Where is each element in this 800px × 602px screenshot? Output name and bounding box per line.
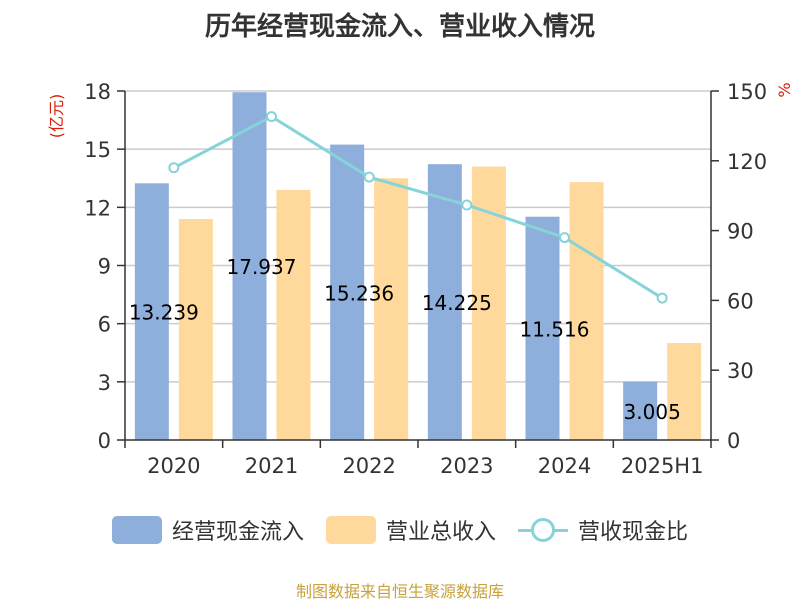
data-label-cash-inflow-2025H1: 3.005 bbox=[624, 400, 681, 424]
data-label-cash-inflow-2020: 13.239 bbox=[129, 301, 199, 325]
right-axis-unit: % bbox=[775, 82, 794, 97]
point-cash-ratio-2023 bbox=[461, 199, 473, 211]
x-tick-label-2021: 2021 bbox=[245, 454, 298, 478]
left-tick-label-0: 0 bbox=[98, 429, 111, 453]
legend-item-revenue[interactable]: 营业总收入 bbox=[325, 514, 496, 546]
x-tick-label-2024: 2024 bbox=[538, 454, 591, 478]
line-cash-ratio bbox=[173, 114, 663, 300]
right-tick-label-3: 90 bbox=[727, 220, 754, 244]
grid-lines bbox=[125, 90, 711, 383]
right-tick-label-2: 60 bbox=[727, 289, 754, 313]
data-label-cash-inflow-2022: 15.236 bbox=[324, 281, 394, 305]
point-cash-ratio-2020 bbox=[168, 162, 180, 174]
right-tick-label-4: 120 bbox=[727, 150, 767, 174]
x-tick-label-2022: 2022 bbox=[342, 454, 395, 478]
x-tick-label-2020: 2020 bbox=[147, 454, 200, 478]
bar-revenue-2020 bbox=[178, 218, 213, 440]
legend-item-cash-inflow[interactable]: 经营现金流入 bbox=[111, 514, 304, 546]
point-cash-ratio-2024 bbox=[559, 232, 570, 244]
legend-label-cash-inflow: 经营现金流入 bbox=[171, 520, 304, 545]
left-tick-label-6: 18 bbox=[84, 80, 111, 104]
right-tick-label-5: 150 bbox=[727, 80, 767, 104]
legend: 经营现金流入 营业总收入 营收现金比 bbox=[0, 514, 800, 546]
left-axis-unit: (亿元) bbox=[47, 94, 66, 139]
point-cash-ratio-2025H1 bbox=[656, 292, 668, 304]
x-tick-label-2025H1: 2025H1 bbox=[621, 454, 704, 478]
axes: 0 3 6 9 12 15 18 0 30 60 90 120 150 2020 2021 2022 2023 2… bbox=[47, 80, 794, 478]
point-cash-ratio-2022 bbox=[363, 171, 375, 183]
x-tick-label-2023: 2023 bbox=[440, 454, 493, 478]
legend-label-revenue: 营业总收入 bbox=[385, 520, 496, 545]
bar-cash-inflow-2024 bbox=[525, 216, 560, 440]
legend-label-cash-ratio: 营收现金比 bbox=[578, 520, 689, 545]
legend-swatch-revenue bbox=[325, 516, 376, 544]
left-tick-label-2: 6 bbox=[98, 313, 111, 337]
data-label-cash-inflow-2023: 14.225 bbox=[422, 291, 492, 315]
bar-cash-inflow-2025H1 bbox=[623, 381, 658, 440]
data-label-cash-inflow-2024: 11.516 bbox=[520, 317, 590, 341]
source-note: 制图数据来自恒生聚源数据库 bbox=[295, 582, 504, 601]
left-tick-label-5: 15 bbox=[84, 138, 111, 162]
point-cash-ratio-2021 bbox=[266, 111, 277, 123]
bar-revenue-2024 bbox=[569, 182, 604, 440]
data-labels: 13.239 17.937 15.236 14.225 11.516 3.005 bbox=[129, 255, 681, 424]
line-series bbox=[168, 111, 668, 304]
legend-line-marker-icon bbox=[518, 516, 568, 544]
left-tick-label-4: 12 bbox=[84, 196, 111, 220]
bar-cash-inflow-2022 bbox=[330, 144, 365, 440]
bar-revenue-2025H1 bbox=[667, 343, 702, 440]
bar-revenue-2021 bbox=[276, 189, 311, 440]
right-tick-label-1: 30 bbox=[727, 359, 754, 383]
bar-cash-inflow-2021 bbox=[232, 92, 267, 440]
left-tick-label-1: 3 bbox=[98, 371, 111, 395]
bar-series bbox=[134, 92, 702, 441]
bar-cash-inflow-2023 bbox=[427, 164, 462, 440]
legend-item-cash-ratio[interactable]: 营收现金比 bbox=[518, 514, 688, 546]
data-label-cash-inflow-2021: 17.937 bbox=[227, 255, 297, 279]
chart-title: 历年经营现金流入、营业收入情况 bbox=[204, 12, 595, 42]
right-tick-label-0: 0 bbox=[727, 429, 740, 453]
bar-cash-inflow-2020 bbox=[134, 183, 169, 441]
bar-revenue-2022 bbox=[374, 178, 409, 440]
legend-swatch-cash-inflow bbox=[111, 516, 162, 544]
combo-chart: 0 3 6 9 12 15 18 0 30 60 90 120 150 2020 2021 2022 2023 2… bbox=[47, 80, 794, 478]
left-tick-label-3: 9 bbox=[98, 255, 111, 279]
